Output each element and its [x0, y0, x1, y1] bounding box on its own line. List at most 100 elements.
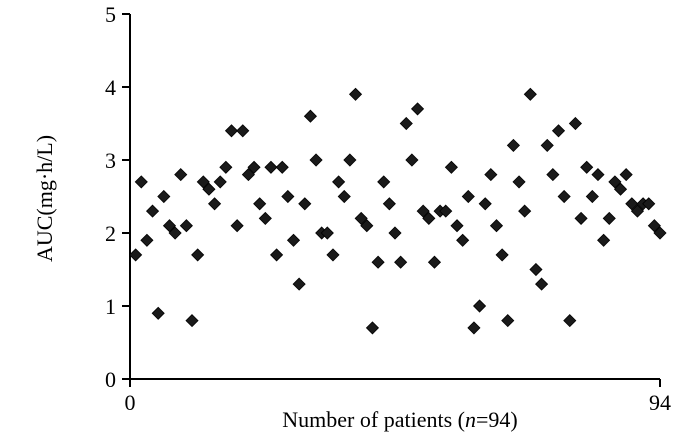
- data-point: [484, 168, 498, 182]
- data-point: [591, 168, 605, 182]
- data-point: [394, 255, 408, 269]
- y-tick-label: 0: [105, 367, 116, 392]
- data-point: [546, 168, 560, 182]
- data-point: [489, 219, 504, 233]
- data-point: [309, 153, 323, 167]
- data-point: [241, 168, 255, 182]
- x-axis-title-variable: n: [465, 407, 476, 432]
- data-point: [478, 197, 492, 211]
- data-point: [597, 233, 611, 247]
- data-point: [456, 233, 470, 247]
- y-tick-label: 2: [105, 221, 116, 246]
- data-point: [168, 226, 182, 240]
- data-point: [580, 160, 594, 174]
- data-point: [292, 277, 306, 291]
- x-tick-label: 0: [125, 390, 136, 415]
- data-point: [625, 197, 639, 211]
- data-point: [179, 219, 193, 233]
- data-point: [473, 299, 487, 313]
- data-point: [399, 116, 413, 131]
- data-point: [450, 219, 464, 233]
- data-point: [642, 197, 656, 211]
- x-axis-title-prefix: Number of patients (: [282, 407, 465, 432]
- data-point: [382, 197, 396, 211]
- data-point: [405, 153, 419, 167]
- data-point: [608, 175, 622, 189]
- data-point: [332, 175, 346, 189]
- data-point: [512, 175, 526, 189]
- data-point: [574, 211, 588, 225]
- data-point: [247, 160, 261, 174]
- data-point: [427, 255, 442, 269]
- data-point: [518, 204, 532, 218]
- data-point: [529, 262, 543, 277]
- y-tick-label: 5: [105, 2, 116, 27]
- data-point: [224, 124, 239, 138]
- y-axis-ticks: 0 1 2 3 4 5: [105, 2, 130, 392]
- data-point: [264, 160, 278, 174]
- data-point: [619, 168, 633, 182]
- data-point: [281, 189, 295, 204]
- data-point: [613, 182, 628, 196]
- axes: [129, 14, 660, 380]
- data-point: [286, 233, 301, 247]
- data-point: [303, 109, 317, 123]
- data-point: [501, 314, 515, 328]
- data-point: [647, 219, 661, 233]
- data-point: [157, 189, 171, 204]
- data-point: [275, 160, 289, 174]
- x-axis-ticks: 0 94: [125, 379, 671, 415]
- data-point: [439, 204, 453, 218]
- data-point: [129, 248, 143, 262]
- data-point: [337, 189, 351, 204]
- data-point: [410, 102, 425, 116]
- data-point: [320, 226, 334, 240]
- data-point: [563, 314, 577, 328]
- data-point: [230, 219, 244, 233]
- data-point: [208, 197, 222, 211]
- y-tick-label: 3: [105, 148, 116, 173]
- data-point: [236, 124, 250, 138]
- data-point: [422, 211, 436, 225]
- data-point: [185, 314, 199, 328]
- data-point: [365, 321, 380, 335]
- data-point: [360, 219, 374, 233]
- data-point: [377, 175, 391, 189]
- data-point: [551, 124, 566, 138]
- data-point: [151, 306, 165, 320]
- data-point: [343, 153, 357, 167]
- data-point: [348, 87, 363, 101]
- data-point: [602, 211, 616, 225]
- data-point: [258, 211, 272, 225]
- data-point: [388, 226, 402, 240]
- data-point: [196, 175, 210, 189]
- data-point: [461, 189, 475, 204]
- data-point: [585, 189, 599, 204]
- x-axis-title: Number of patients (n=94): [282, 407, 517, 432]
- data-point: [202, 182, 216, 196]
- data-point: [630, 204, 645, 218]
- data-point: [298, 197, 312, 211]
- data-point: [213, 175, 227, 189]
- data-point: [557, 189, 571, 204]
- x-axis-title-suffix: =94): [476, 407, 518, 432]
- data-point: [140, 233, 154, 247]
- data-point: [174, 168, 188, 182]
- data-point: [653, 226, 667, 240]
- data-point: [219, 160, 233, 174]
- y-tick-label: 1: [105, 294, 116, 319]
- data-point: [506, 138, 520, 152]
- data-point: [523, 87, 537, 101]
- data-point: [270, 248, 284, 262]
- data-point: [191, 248, 205, 262]
- data-point: [371, 255, 385, 269]
- data-point: [467, 321, 481, 335]
- data-point: [253, 197, 267, 211]
- data-point: [162, 219, 177, 233]
- data-point: [326, 248, 340, 262]
- data-point: [354, 211, 368, 225]
- data-points: [129, 87, 667, 335]
- data-point: [495, 248, 509, 262]
- x-tick-label: 94: [649, 390, 671, 415]
